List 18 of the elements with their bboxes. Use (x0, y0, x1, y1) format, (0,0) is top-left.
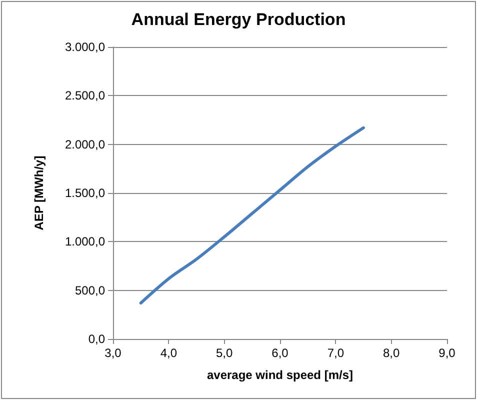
y-tick-label: 500,0 (74, 283, 106, 298)
y-axis-title: AEP [MWh/y] (32, 156, 46, 230)
y-tick-label: 3.000,0 (64, 40, 106, 54)
line-series (139, 126, 365, 304)
y-tick-label: 0,0 (88, 332, 106, 346)
x-tick-label: 6,0 (272, 346, 289, 360)
x-tick-label: 5,0 (216, 346, 233, 360)
chart-title: Annual Energy Production (131, 10, 346, 29)
x-tick-label: 4,0 (160, 346, 178, 360)
y-tick-label: 2.000,0 (64, 137, 106, 152)
x-tick-label: 7,0 (327, 346, 344, 360)
x-tick-label: 8,0 (382, 346, 400, 360)
x-tick-label: 3,0 (104, 346, 122, 360)
y-tick-label: 1.000,0 (64, 234, 106, 249)
x-axis-title: average wind speed [m/s] (206, 368, 354, 382)
x-tick-label: 9,0 (438, 346, 456, 360)
y-tick-label: 1.500,0 (64, 186, 106, 200)
y-tick-label: 2.500,0 (64, 88, 106, 103)
